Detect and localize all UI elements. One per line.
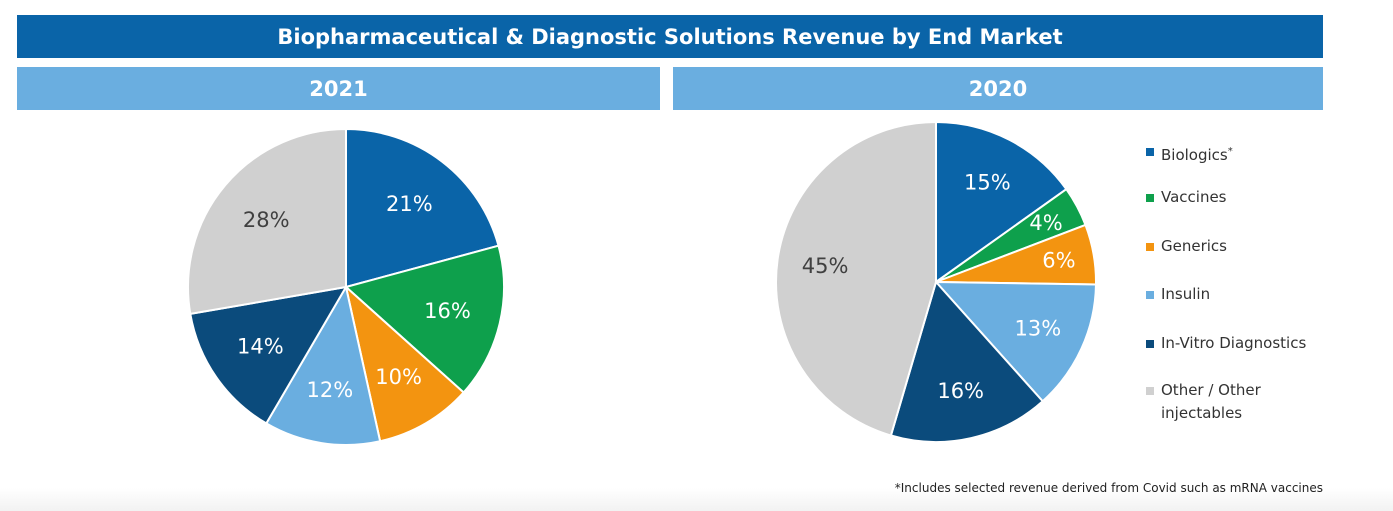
legend: Biologics* Vaccines Generics Insulin In-… [1146,140,1346,425]
year-label-2020: 2020 [968,76,1028,101]
legend-label-generics: Generics [1161,237,1227,255]
data-label-2021-other-other-injectables: 28% [243,208,290,232]
legend-item-vaccines: Vaccines [1146,186,1346,235]
pie-slice-2021-in-vitro-diagnostics [189,285,348,425]
data-label-2021-generics: 10% [375,365,422,389]
legend-swatch-other [1146,387,1154,395]
data-label-2021-insulin: 12% [307,378,354,402]
data-label-2020-in-vitro-diagnostics: 16% [937,379,984,403]
pie-slice-2021-vaccines [343,244,505,394]
data-label-2020-biologics: 15% [964,170,1011,194]
pie-slice-2021-other-other-injectables [187,127,347,316]
year-header-2021: 2021 [17,67,660,110]
pie-slice-2021-generics [344,284,466,443]
data-label-2020-other-other-injectables: 45% [802,254,849,278]
legend-label-in-vitro-diagnostics: In-Vitro Diagnostics [1161,334,1307,352]
year-label-2021: 2021 [309,76,368,101]
data-label-2021-biologics: 21% [386,192,433,216]
legend-swatch-vaccines [1146,194,1154,202]
data-label-2020-vaccines: 4% [1029,211,1062,235]
data-label-2021-in-vitro-diagnostics: 14% [237,334,284,358]
legend-swatch-in-vitro-diagnostics [1146,340,1154,348]
data-label-2020-generics: 6% [1042,248,1075,272]
legend-item-in-vitro-diagnostics: In-Vitro Diagnostics [1146,332,1346,379]
pie-slice-2020-biologics [935,120,1068,284]
legend-label-other: Other / Other injectables [1161,381,1261,422]
legend-label-vaccines: Vaccines [1161,188,1227,206]
legend-sup-biologics: * [1227,146,1233,157]
legend-swatch-insulin [1146,291,1154,299]
pie-slice-2020-other-other-injectables [775,120,937,437]
data-label-2020-insulin: 13% [1015,317,1062,341]
pie-slice-2020-insulin [933,280,1097,403]
chart-title-banner: Biopharmaceutical & Diagnostic Solutions… [17,15,1323,58]
legend-label-biologics: Biologics [1161,146,1228,164]
pie-chart-2020: 15% 4% 6% 13% 16% 45% [775,120,1097,443]
legend-swatch-generics [1146,243,1154,251]
legend-item-other: Other / Other injectables [1146,379,1291,425]
year-header-2020: 2020 [673,67,1323,110]
legend-item-generics: Generics [1146,235,1346,283]
data-label-2021-vaccines: 16% [424,299,471,323]
pie-slice-2021-biologics [345,127,500,289]
pie-slice-2021-insulin [264,284,382,446]
legend-swatch-biologics [1146,148,1154,156]
footnote: *Includes selected revenue derived from … [894,481,1323,495]
chart-title: Biopharmaceutical & Diagnostic Solutions… [277,24,1063,49]
pie-chart-2021: 21% 16% 10% 12% 14% 28% [187,127,505,446]
pie-slice-2020-in-vitro-diagnostics [889,279,1045,443]
legend-label-insulin: Insulin [1161,285,1211,303]
legend-item-biologics: Biologics* [1146,140,1346,186]
legend-item-insulin: Insulin [1146,283,1346,332]
